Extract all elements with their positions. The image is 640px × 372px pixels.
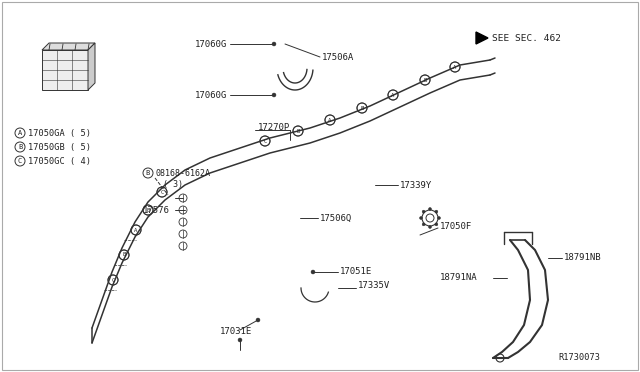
Circle shape bbox=[435, 223, 438, 226]
Polygon shape bbox=[42, 43, 95, 50]
Text: 17050F: 17050F bbox=[440, 221, 472, 231]
Circle shape bbox=[419, 217, 422, 219]
Text: 17060G: 17060G bbox=[195, 39, 227, 48]
Text: 17270P: 17270P bbox=[258, 122, 291, 131]
Text: 17060G: 17060G bbox=[195, 90, 227, 99]
Text: 17050GC ( 4): 17050GC ( 4) bbox=[28, 157, 91, 166]
Text: 17031E: 17031E bbox=[220, 327, 252, 337]
Text: R1730073: R1730073 bbox=[558, 353, 600, 362]
Text: ( 3): ( 3) bbox=[163, 180, 183, 189]
Circle shape bbox=[422, 223, 425, 226]
Circle shape bbox=[272, 42, 276, 46]
Text: SEE SEC. 462: SEE SEC. 462 bbox=[492, 33, 561, 42]
Text: 17335V: 17335V bbox=[358, 282, 390, 291]
Text: B: B bbox=[424, 77, 427, 83]
Circle shape bbox=[429, 208, 431, 211]
Text: C: C bbox=[161, 189, 164, 195]
Circle shape bbox=[238, 338, 242, 342]
Polygon shape bbox=[42, 50, 88, 90]
Circle shape bbox=[438, 217, 440, 219]
Text: B: B bbox=[360, 106, 364, 110]
Text: 08168-6162A: 08168-6162A bbox=[156, 169, 211, 177]
Text: 17339Y: 17339Y bbox=[400, 180, 432, 189]
Circle shape bbox=[429, 225, 431, 228]
Text: C: C bbox=[18, 158, 22, 164]
Text: B: B bbox=[122, 253, 125, 257]
Text: 18791NA: 18791NA bbox=[440, 273, 477, 282]
Polygon shape bbox=[476, 32, 488, 44]
Text: C: C bbox=[264, 138, 267, 144]
Text: A: A bbox=[453, 64, 456, 70]
Circle shape bbox=[435, 210, 438, 213]
Circle shape bbox=[272, 93, 276, 97]
Circle shape bbox=[256, 318, 260, 322]
Text: 17506Q: 17506Q bbox=[320, 214, 352, 222]
Circle shape bbox=[422, 210, 425, 213]
Text: 17051E: 17051E bbox=[340, 267, 372, 276]
Text: 17576: 17576 bbox=[143, 205, 170, 215]
Text: 17506A: 17506A bbox=[322, 52, 355, 61]
Polygon shape bbox=[88, 43, 95, 90]
Text: 18791NB: 18791NB bbox=[564, 253, 602, 263]
Text: B: B bbox=[147, 208, 150, 212]
Text: A: A bbox=[328, 118, 332, 122]
Text: 17050GA ( 5): 17050GA ( 5) bbox=[28, 128, 91, 138]
Text: B: B bbox=[296, 128, 300, 134]
Text: B: B bbox=[18, 144, 22, 150]
Text: B: B bbox=[146, 170, 150, 176]
Text: A: A bbox=[134, 228, 138, 232]
Circle shape bbox=[311, 270, 315, 274]
Text: 17050GB ( 5): 17050GB ( 5) bbox=[28, 142, 91, 151]
Text: C: C bbox=[111, 278, 115, 282]
Text: A: A bbox=[392, 93, 395, 97]
Text: A: A bbox=[18, 130, 22, 136]
